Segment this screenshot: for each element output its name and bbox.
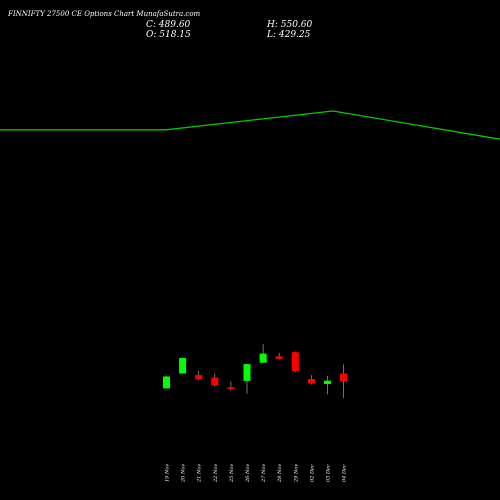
overlay-line (0, 110, 500, 140)
candle-body (211, 377, 219, 386)
candle-body (340, 373, 348, 382)
candle-body (259, 353, 267, 363)
candle-body (163, 376, 170, 389)
x-tick-label: 27 Nov (261, 464, 267, 483)
x-tick-label: 02 Dec (309, 464, 315, 482)
x-tick-label: 25 Nov (229, 464, 235, 483)
x-tick-label: 19 Nov (165, 464, 171, 482)
candle-body (324, 380, 331, 384)
x-tick-label: 22 Nov (213, 464, 219, 483)
candle-body (307, 379, 315, 384)
low-value: L: 429.25 (267, 30, 311, 40)
x-tick-label: 04 Dec (342, 464, 348, 482)
candle-body (275, 356, 283, 359)
x-tick-label: 29 Nov (293, 464, 299, 483)
candle-body (227, 387, 235, 389)
x-tick-label: 28 Nov (277, 464, 283, 483)
chart-title: FINNIFTY 27500 CE Options Chart MunafaSu… (8, 10, 201, 18)
x-tick-label: 20 Nov (181, 464, 187, 483)
open-value: O: 518.15 (146, 30, 191, 40)
candle-body (291, 352, 299, 371)
candle-body (195, 375, 203, 380)
x-tick-label: 03 Dec (326, 464, 332, 482)
x-tick-label: 21 Nov (197, 464, 203, 483)
high-value: H: 550.60 (267, 20, 313, 30)
x-tick-label: 26 Nov (245, 464, 251, 483)
close-value: C: 489.60 (146, 20, 191, 30)
candle-body (179, 358, 187, 374)
candle-body (243, 364, 251, 381)
